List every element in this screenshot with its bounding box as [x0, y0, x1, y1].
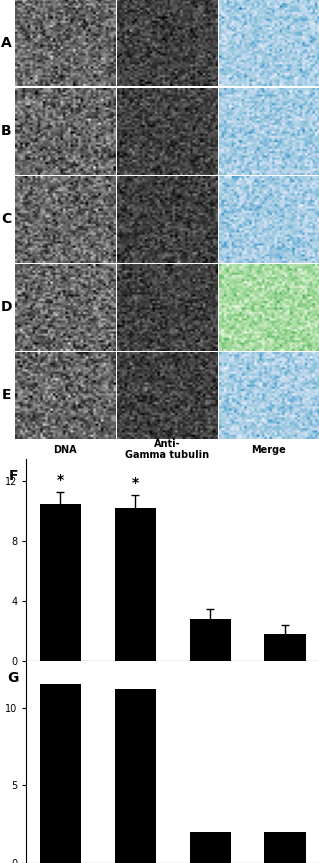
Bar — [189, 832, 231, 863]
Text: *: * — [132, 476, 139, 490]
Bar — [40, 684, 81, 863]
Text: *: * — [57, 474, 64, 488]
Text: G: G — [7, 671, 19, 685]
Bar — [40, 504, 81, 661]
Text: E: E — [2, 388, 11, 402]
Text: Anti-
Gamma tubulin: Anti- Gamma tubulin — [125, 438, 209, 460]
Bar — [115, 689, 156, 863]
Bar — [115, 508, 156, 661]
Text: DNA: DNA — [53, 444, 77, 455]
Bar — [189, 619, 231, 661]
Bar — [264, 832, 306, 863]
Text: A: A — [1, 36, 12, 50]
Text: Merge: Merge — [251, 444, 286, 455]
Text: D: D — [1, 300, 12, 314]
Text: B: B — [1, 124, 12, 138]
Text: F: F — [8, 469, 18, 483]
Text: C: C — [1, 212, 12, 226]
Bar — [264, 634, 306, 661]
